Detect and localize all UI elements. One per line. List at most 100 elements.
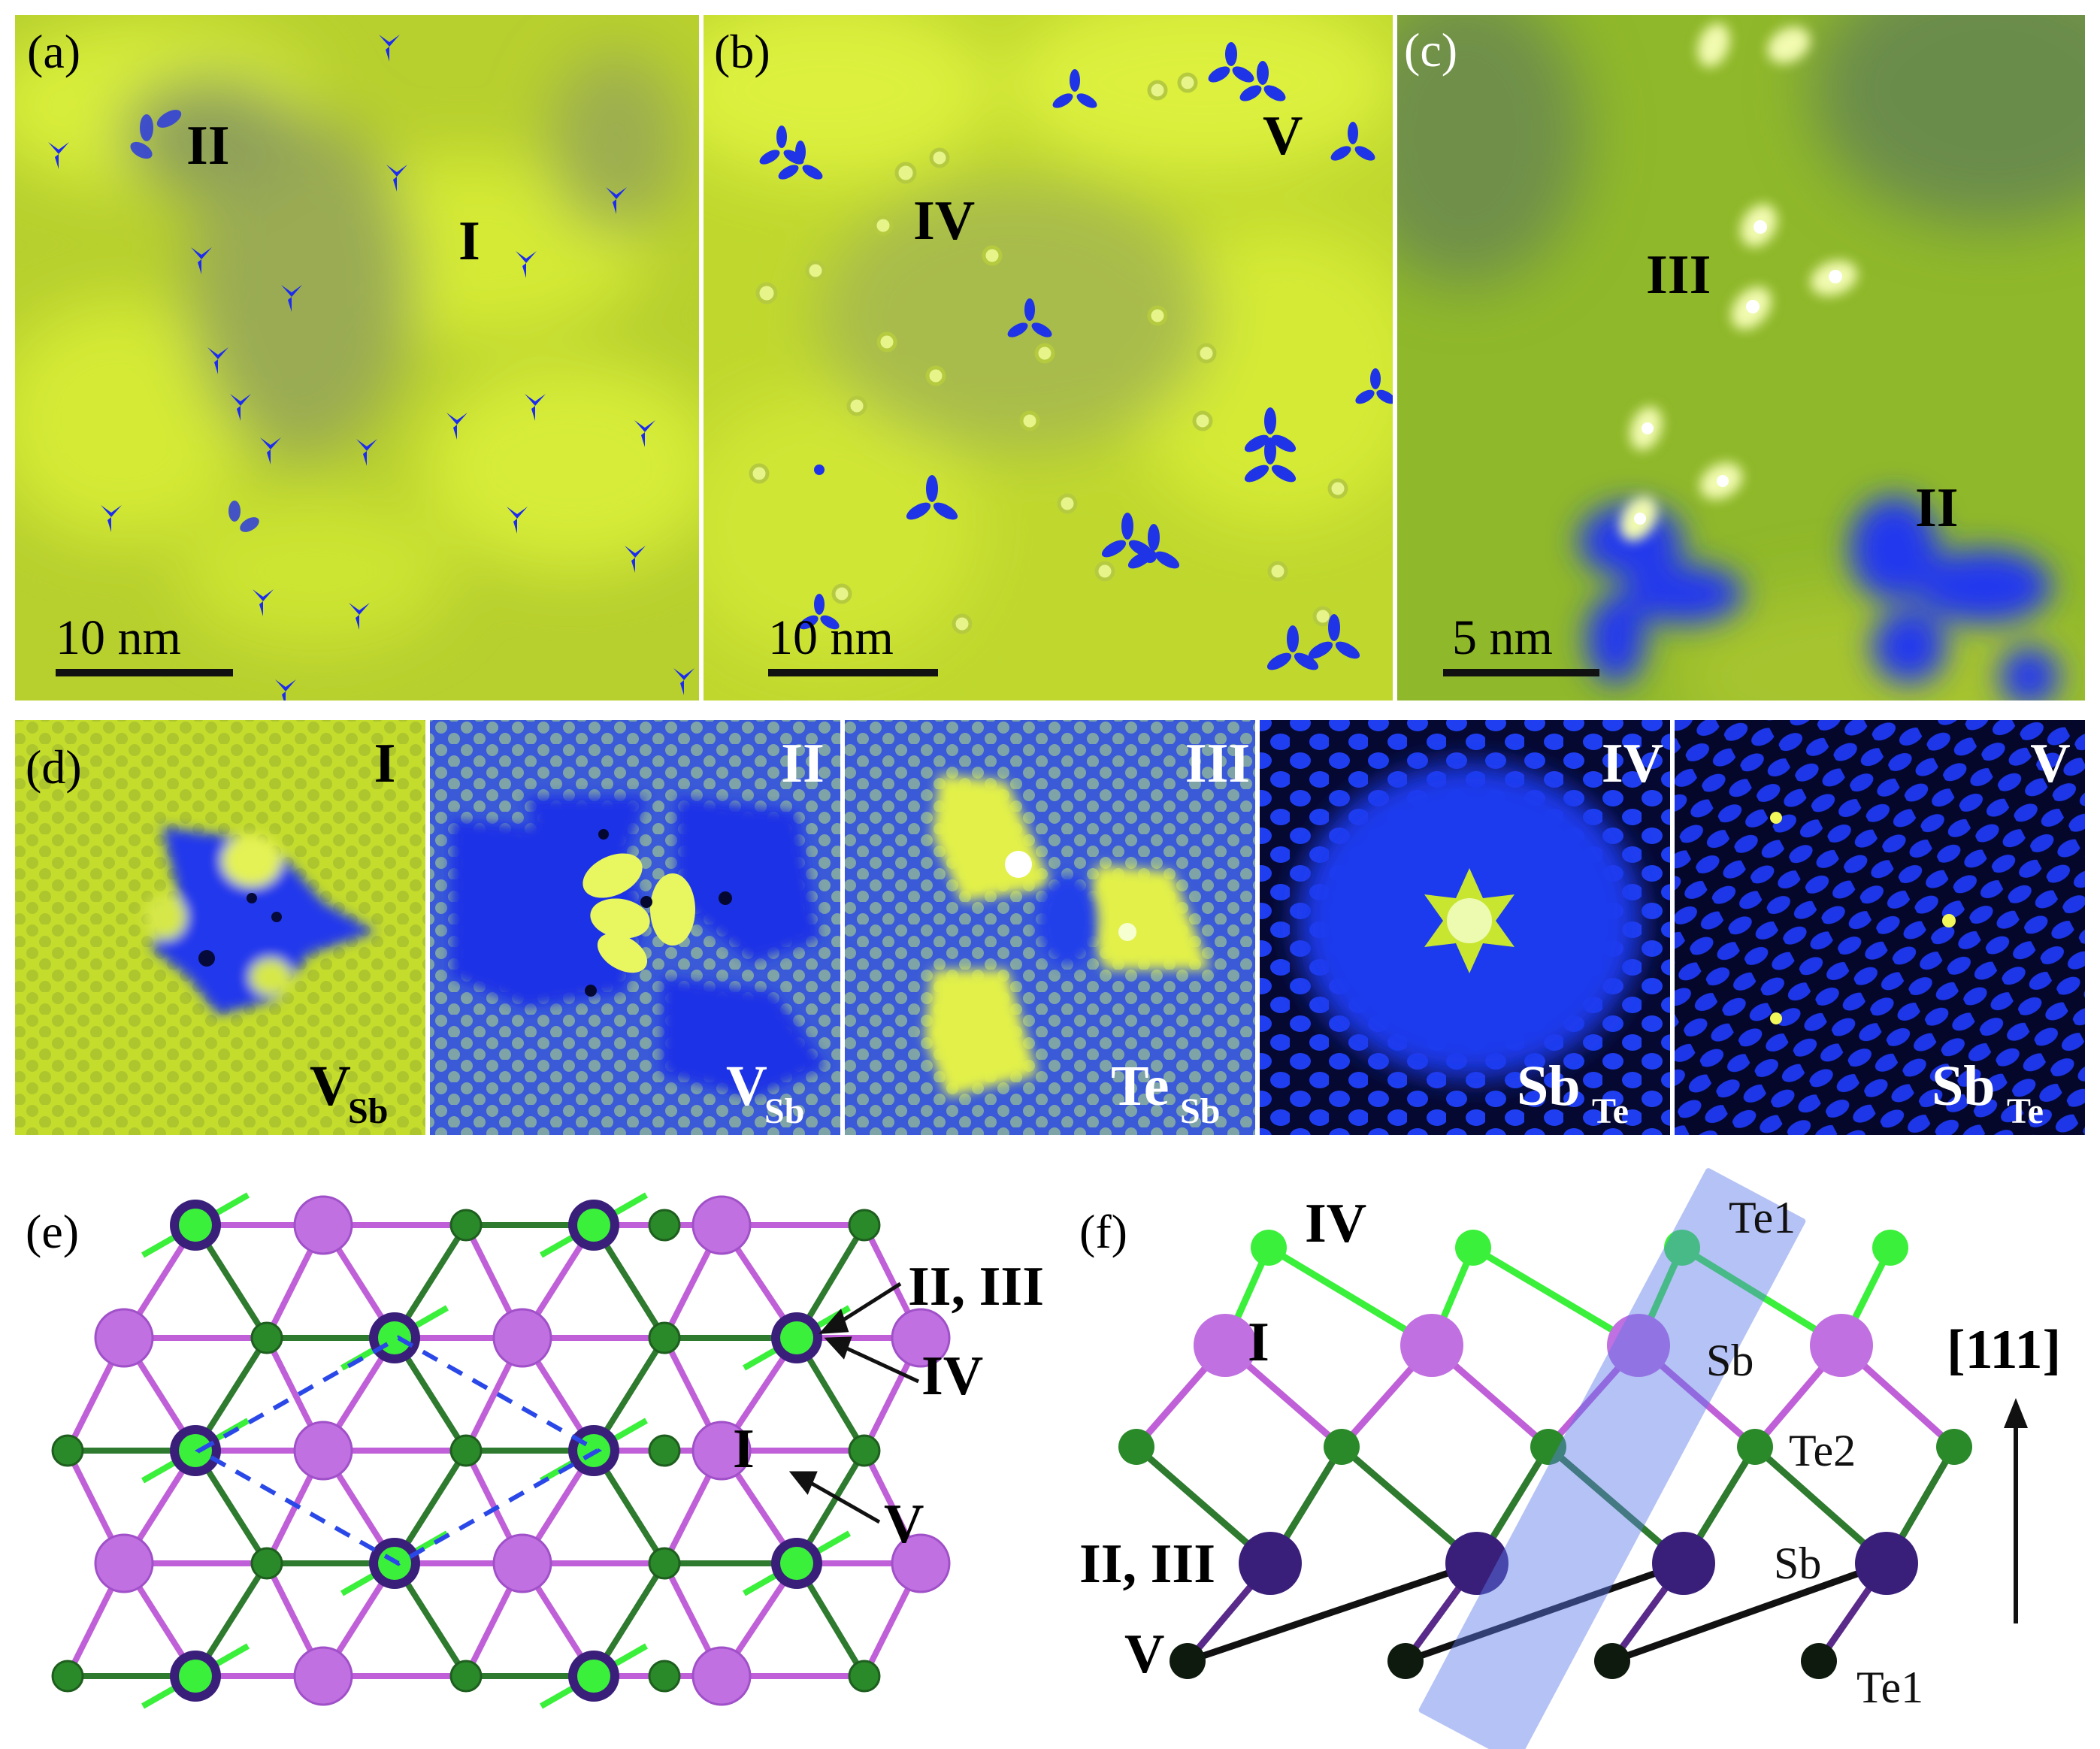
panel-e-unit-cell: [194, 1335, 603, 1566]
panel-e-mark-i: I: [733, 1418, 755, 1480]
panel-d-sub-i-mark: I: [374, 733, 396, 794]
te-atom: [648, 1547, 681, 1580]
sb-atom: [691, 1195, 752, 1255]
panel-f-direction-arrow: [2004, 1398, 2028, 1623]
panel-b-terrain: [704, 15, 1393, 661]
sb-atom: [691, 1421, 752, 1481]
panel-b-scale-label: 10 nm: [768, 610, 894, 665]
panel-d-sub-iv-defect: Sb: [1517, 1055, 1581, 1118]
panel-d-sub-ii: II V Sb: [430, 720, 840, 1135]
panel-b-bright-rings: [749, 72, 1348, 634]
panel-e: (e) II, III IV I V: [26, 1192, 1044, 1709]
panel-f-direction-label: [111]: [1947, 1319, 2061, 1381]
te-atom: [449, 1434, 483, 1467]
te-bright-atom: [780, 1321, 813, 1354]
te-bright-atom: [577, 1209, 610, 1242]
panel-c-label: (c): [1404, 23, 1457, 77]
lattice-bond: [1611, 1560, 1888, 1665]
te-atom: [449, 1209, 483, 1242]
sb-dark-atom: [1652, 1532, 1715, 1595]
te-bright-atom: [780, 1547, 813, 1580]
panel-d-sub-iv: IV Sb Te: [1260, 720, 1670, 1135]
panel-b-scale-bar: [768, 669, 938, 676]
panel-e-label: (e): [26, 1205, 79, 1258]
sb-dark-atom: [1445, 1532, 1508, 1595]
panel-a: (a) II I 10 nm: [15, 15, 699, 701]
panel-d-sub-v: V Sb Te: [1675, 720, 2085, 1135]
te-bright-atom: [378, 1321, 411, 1354]
te-atom: [51, 1434, 84, 1467]
te-atom: [648, 1321, 681, 1354]
panel-c-type-ii-defects: [1578, 496, 2059, 701]
panel-f-highlight-column: [1418, 1168, 1806, 1749]
panel-d-sub-iii: III Te Sb: [845, 720, 1255, 1135]
lattice-bond: [1404, 1560, 1685, 1665]
panel-e-mark-ii-iii: II, III: [908, 1256, 1044, 1318]
sb-dark-atom: [1239, 1532, 1302, 1595]
panel-a-terrain: [15, 23, 699, 646]
te-atom: [1324, 1429, 1360, 1465]
te-dark-atom: [1170, 1643, 1206, 1679]
panel-d-sub-iv-mark: IV: [1602, 733, 1663, 794]
te-bright-atom: [1455, 1230, 1491, 1266]
panel-a-defects: [48, 35, 694, 701]
te-bright-atom: [1872, 1230, 1908, 1266]
panel-d-sub-v-mark: V: [2030, 733, 2070, 794]
sb-atom: [891, 1533, 951, 1593]
sb-atom: [492, 1308, 552, 1368]
lattice-bond: [1471, 1245, 1641, 1348]
panel-d-sub-ii-defect: V: [726, 1055, 767, 1118]
te-atom: [1118, 1429, 1154, 1465]
panel-d-sub-v-defect: Sb: [1932, 1055, 1996, 1118]
panel-d: I V Sb II V Sb: [15, 720, 2085, 1135]
te-atom: [848, 1434, 881, 1467]
panel-b-mark-v: V: [1263, 105, 1303, 167]
sb-atom: [1400, 1314, 1463, 1377]
sb-atom: [293, 1646, 353, 1706]
te-atom: [1936, 1429, 1972, 1465]
panel-a-mark-ii: II: [186, 115, 230, 177]
te-bright-atom: [577, 1660, 610, 1693]
te-atom: [1530, 1429, 1566, 1465]
te-bright-atom: [179, 1660, 212, 1693]
panel-a-scale-bar: [56, 669, 233, 676]
sb-atom: [691, 1646, 752, 1706]
panel-d-sub-iv-defect-sub: Te: [1592, 1091, 1629, 1131]
sb-atom: [891, 1308, 951, 1368]
panel-e-arrows: [788, 1281, 920, 1524]
te-atom: [648, 1434, 681, 1467]
panel-b-mark-iv: IV: [913, 190, 975, 252]
te-atom: [250, 1321, 283, 1354]
panel-f-mark-i: I: [1248, 1312, 1269, 1373]
panel-f-mark-ii-iii: II, III: [1079, 1533, 1215, 1595]
sb-atom: [94, 1308, 154, 1368]
te-atom: [250, 1547, 283, 1580]
panel-d-sub-ii-mark: II: [781, 733, 825, 794]
panel-b-defects: [759, 42, 1393, 670]
sb-atom: [94, 1533, 154, 1593]
te-dark-atom: [1387, 1643, 1424, 1679]
te-bright-atom: [1251, 1230, 1287, 1266]
panel-e-mark-v: V: [884, 1493, 924, 1555]
panel-f-layer-te1-top: Te1: [1729, 1193, 1796, 1242]
te-atom: [1737, 1429, 1773, 1465]
panel-f-layer-sb-bottom: Sb: [1774, 1539, 1821, 1588]
panel-d-sub-i: I V Sb: [15, 720, 425, 1135]
sb-atom: [1194, 1314, 1257, 1377]
lattice-bond: [1266, 1245, 1434, 1348]
panel-c-mark-iii: III: [1646, 244, 1711, 306]
panel-d-sub-i-defect-sub: Sb: [348, 1091, 388, 1131]
panel-f-layer-te1-bottom: Te1: [1856, 1663, 1923, 1712]
panel-f-mark-iv: IV: [1305, 1193, 1366, 1254]
panel-a-mark-i: I: [458, 210, 480, 272]
panel-c-scale-bar: [1443, 669, 1599, 676]
te-bright-atom: [179, 1209, 212, 1242]
panel-a-scale-label: 10 nm: [56, 610, 181, 665]
panel-c-type-iii-defects: [1620, 23, 1857, 541]
panel-f-label: (f): [1079, 1205, 1127, 1258]
te-bright-atom: [1664, 1230, 1700, 1266]
panel-a-type-ii-defect: [130, 110, 259, 532]
te-atom: [648, 1660, 681, 1693]
panel-d-sub-iii-mark: III: [1185, 733, 1250, 794]
panel-f: (f) IV I II, III V Te1 Sb Te2 Sb Te1 [11…: [1079, 1168, 2061, 1749]
